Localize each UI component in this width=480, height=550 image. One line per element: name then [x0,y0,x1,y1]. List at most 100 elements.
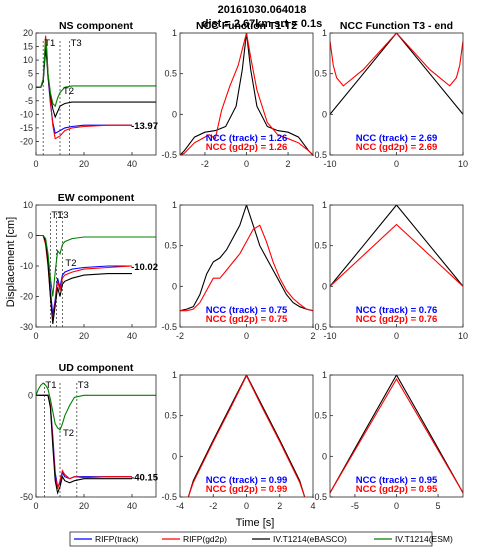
x-tick-label: 0 [244,501,249,511]
x-tick-label: 20 [79,501,89,511]
y-tick-label: 10 [23,55,33,65]
phase-marker-label: T3 [71,38,82,49]
x-tick-label: 20 [79,159,89,169]
y-tick-label: -0.5 [161,492,177,502]
phase-marker-label: T2 [63,428,74,439]
x-tick-label: 10 [458,159,468,169]
y-tick-label: 0 [28,82,33,92]
y-tick-label: 1 [172,28,177,38]
ncc-gd2p-label: NCC (gd2p) = 0.76 [356,314,438,325]
x-tick-label: 0 [394,501,399,511]
phase-marker-label: T1 [44,38,55,49]
plot-area [36,33,156,155]
y-tick-label: 0.5 [164,241,177,251]
final-displacement-label: -13.97 [131,121,158,132]
phase-marker-label: T3 [57,210,68,221]
ncc-gd2p-label: NCC (gd2p) = 1.26 [206,142,288,153]
series-line-1 [330,205,463,287]
y-tick-label: 1 [172,370,177,380]
y-tick-label: 15 [23,42,33,52]
plot-area [330,33,463,155]
y-tick-label: 0.5 [164,411,177,421]
series-line-1 [330,33,463,115]
phase-marker-label: T2 [65,258,76,269]
legend-label-1: RIFP(track) [95,534,139,544]
x-tick-label: 0 [244,159,249,169]
y-tick-label: -50 [20,492,33,502]
ncc-track-label: NCC (track) = 0.75 [206,305,288,316]
ncc-track-label: NCC (track) = 1.26 [206,133,288,144]
legend-label-4: IV.T1214(ESM) [395,534,453,544]
plot-frame [35,374,157,498]
y-tick-label: 0 [28,390,33,400]
x-tick-label: 0 [394,159,399,169]
chart-panel-3: -10 0 10 -0.5 0 0.5 1 NCC Function T3 - end NCC … [311,20,468,169]
legend-label-2: RIFP(gd2p) [183,534,227,544]
series-line-2 [330,223,463,287]
ncc-gd2p-label: NCC (gd2p) = 0.99 [206,484,288,495]
series-line-4 [36,234,156,297]
y-tick-label: 0 [322,281,327,291]
y-tick-label: -0.5 [311,322,327,332]
y-tick-label: -5 [25,96,33,106]
x-tick-label: 5 [436,501,441,511]
x-tick-label: 40 [127,331,137,341]
x-tick-label: -2 [201,159,209,169]
x-tick-label: 2 [277,501,282,511]
series-line-2 [330,33,463,87]
panel-title: NCC Function T3 - end [340,20,453,32]
x-tick-label: 0 [33,501,38,511]
ncc-track-label: NCC (track) = 0.76 [356,305,438,316]
x-tick-label: 20 [79,331,89,341]
phase-marker-label: T1 [45,380,56,391]
series-line-1 [330,375,463,494]
x-tick-label: 10 [458,331,468,341]
ncc-track-label: NCC (track) = 2.69 [356,133,438,144]
x-tick-label: 4 [310,501,315,511]
x-tick-label: -10 [323,159,336,169]
x-tick-label: 0 [33,159,38,169]
panel-title: NS component [59,20,134,32]
legend: RIFP(track) RIFP(gd2p) IV.T1214(eBASCO) IV.… [69,531,453,547]
y-tick-label: -30 [20,322,33,332]
y-tick-label: -10 [20,109,33,119]
y-tick-label: 0.5 [314,411,327,421]
y-tick-label: 0 [172,451,177,461]
panel-title: UD component [59,362,134,374]
y-tick-label: -0.5 [311,150,327,160]
y-tick-label: 0 [172,281,177,291]
y-tick-label: 1 [172,200,177,210]
series-line-2 [330,378,463,494]
y-tick-label: 10 [23,200,33,210]
series-line-4 [36,38,156,108]
series-line-1 [180,33,313,155]
series-line-1 [187,375,306,497]
x-tick-label: -5 [351,501,359,511]
series-line-4 [36,382,156,431]
y-tick-label: 1 [322,200,327,210]
ncc-track-label: NCC (track) = 0.95 [356,475,438,486]
plot-area [330,375,463,497]
phase-marker-label: T1 [51,210,62,221]
y-tick-label: -20 [20,292,33,302]
ncc-gd2p-label: NCC (gd2p) = 0.95 [356,484,438,495]
y-tick-label: 0 [322,109,327,119]
plot-frame [35,32,157,156]
y-tick-label: -20 [20,136,33,146]
chart-panel-2: -2 0 2 -0.5 0 0.5 1 NCC Function T1-T2 NCC (trac… [161,20,314,169]
legend-label-3: IV.T1214(eBASCO) [273,534,347,544]
ncc-gd2p-label: NCC (gd2p) = 2.69 [356,142,438,153]
y-tick-label: 0.5 [314,241,327,251]
phase-marker-label: T2 [63,86,74,97]
x-axis-label: Time [s] [236,517,275,529]
y-axis-label: Displacement [cm] [5,217,17,307]
x-tick-label: 2 [286,159,291,169]
y-tick-label: 5 [28,69,33,79]
y-tick-label: -15 [20,123,33,133]
